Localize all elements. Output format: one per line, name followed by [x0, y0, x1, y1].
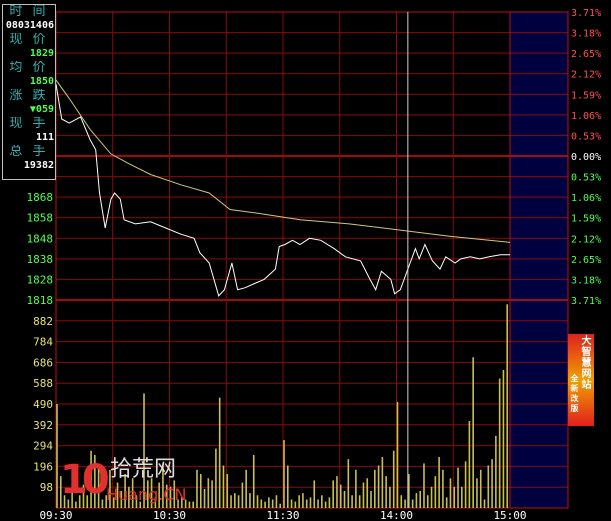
pct-tick-label: 3.71%	[571, 296, 601, 307]
price-tick-label: 1858	[27, 212, 54, 225]
total-vol-label: 总 手	[9, 145, 49, 159]
watermark: 10 拾荒网 Huang.CN	[60, 458, 190, 506]
pct-tick-label: 1.06%	[571, 111, 601, 122]
pct-tick-label: 3.18%	[571, 29, 601, 40]
pct-tick-label: 2.65%	[571, 49, 601, 60]
time-value: 08031406	[5, 20, 54, 31]
badge-line1: 大智慧网站	[581, 336, 592, 391]
pct-tick-label: 3.18%	[571, 275, 601, 286]
price-line	[55, 83, 510, 297]
volume-tick-label: 196	[33, 460, 53, 473]
time-tick-label: 15:00	[493, 509, 526, 521]
price-tick-label: 1838	[27, 253, 54, 266]
volume-tick-label: 490	[33, 398, 53, 411]
change-label: 涨 跌	[9, 89, 49, 103]
volume-tick-label: 784	[33, 336, 53, 349]
volume-tick-label: 882	[33, 315, 53, 328]
pct-tick-label: 1.06%	[571, 193, 601, 204]
watermark-number: 10	[60, 457, 110, 503]
pct-tick-label: 0.53%	[571, 173, 601, 184]
badge-line2: 全新改版	[570, 374, 579, 413]
volume-bars	[56, 304, 509, 508]
pct-tick-label: 2.12%	[571, 234, 601, 245]
time-tick-label: 09:30	[39, 509, 72, 521]
pct-tick-label: 2.12%	[571, 70, 601, 81]
price-tick-label: 1868	[27, 191, 54, 204]
pct-tick-label: 3.71%	[571, 8, 601, 19]
volume-tick-label: 294	[33, 440, 53, 453]
volume-tick-label: 392	[33, 419, 53, 432]
price-value: 1829	[29, 48, 54, 59]
info-panel: 时 间 08031406 现 价 1829 均 价 1850 涨 跌 ▼059 …	[2, 4, 56, 180]
pct-tick-label: 0.53%	[571, 131, 601, 142]
price-tick-label: 1848	[27, 232, 54, 245]
axis-labels: 3.71% 3.18% 2.65% 2.12% 1.59% 1.06% 0.53% 0.00%…	[27, 8, 602, 521]
pct-tick-label: 2.65%	[571, 255, 601, 266]
total-vol-value: 19382	[23, 160, 54, 171]
price-tick-label: 1828	[27, 273, 54, 286]
plot-border	[55, 11, 569, 509]
grid	[55, 11, 569, 509]
volume-tick-label: 686	[33, 356, 53, 369]
cur-vol-label: 现 手	[9, 117, 49, 131]
time-tick-label: 11:30	[266, 509, 299, 521]
cur-vol-value: 111	[35, 132, 54, 143]
pct-tick-label: 0.00%	[571, 152, 601, 163]
change-value: ▼059	[29, 104, 54, 115]
pct-tick-label: 1.59%	[571, 90, 601, 101]
promo-badge[interactable]: 大智慧网站 全新改版	[568, 334, 594, 426]
watermark-url: Huang.CN	[106, 485, 187, 504]
time-tick-label: 14:00	[380, 509, 413, 521]
avg-value: 1850	[29, 76, 54, 87]
time-label: 时 间	[9, 5, 49, 19]
time-tick-label: 10:30	[153, 509, 186, 521]
price-tick-label: 1818	[27, 294, 54, 307]
pct-tick-label: 1.59%	[571, 214, 601, 225]
volume-tick-label: 588	[33, 377, 53, 390]
avg-label: 均 价	[9, 61, 49, 75]
volume-tick-label: 98	[40, 481, 53, 494]
future-area	[510, 12, 568, 508]
watermark-cn: 拾荒网	[110, 457, 177, 482]
average-price-line	[55, 79, 511, 243]
price-label: 现 价	[9, 33, 49, 47]
